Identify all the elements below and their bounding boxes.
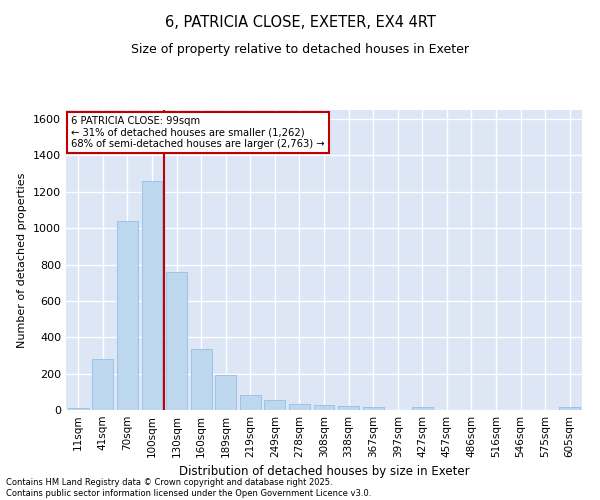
Bar — [240, 394, 261, 410]
X-axis label: Distribution of detached houses by size in Exeter: Distribution of detached houses by size … — [179, 466, 469, 478]
Text: 6, PATRICIA CLOSE, EXETER, EX4 4RT: 6, PATRICIA CLOSE, EXETER, EX4 4RT — [164, 15, 436, 30]
Bar — [68, 408, 89, 410]
Bar — [166, 272, 187, 410]
Bar — [142, 181, 163, 410]
Bar — [215, 376, 236, 410]
Bar — [559, 408, 580, 410]
Text: 6 PATRICIA CLOSE: 99sqm
← 31% of detached houses are smaller (1,262)
68% of semi: 6 PATRICIA CLOSE: 99sqm ← 31% of detache… — [71, 116, 325, 149]
Bar — [117, 221, 138, 410]
Bar — [92, 359, 113, 410]
Bar — [265, 400, 286, 410]
Y-axis label: Number of detached properties: Number of detached properties — [17, 172, 28, 348]
Bar — [191, 349, 212, 410]
Text: Size of property relative to detached houses in Exeter: Size of property relative to detached ho… — [131, 42, 469, 56]
Bar — [289, 404, 310, 410]
Bar — [362, 408, 383, 410]
Bar — [314, 406, 334, 410]
Bar — [412, 408, 433, 410]
Text: Contains HM Land Registry data © Crown copyright and database right 2025.
Contai: Contains HM Land Registry data © Crown c… — [6, 478, 371, 498]
Bar — [338, 406, 359, 410]
